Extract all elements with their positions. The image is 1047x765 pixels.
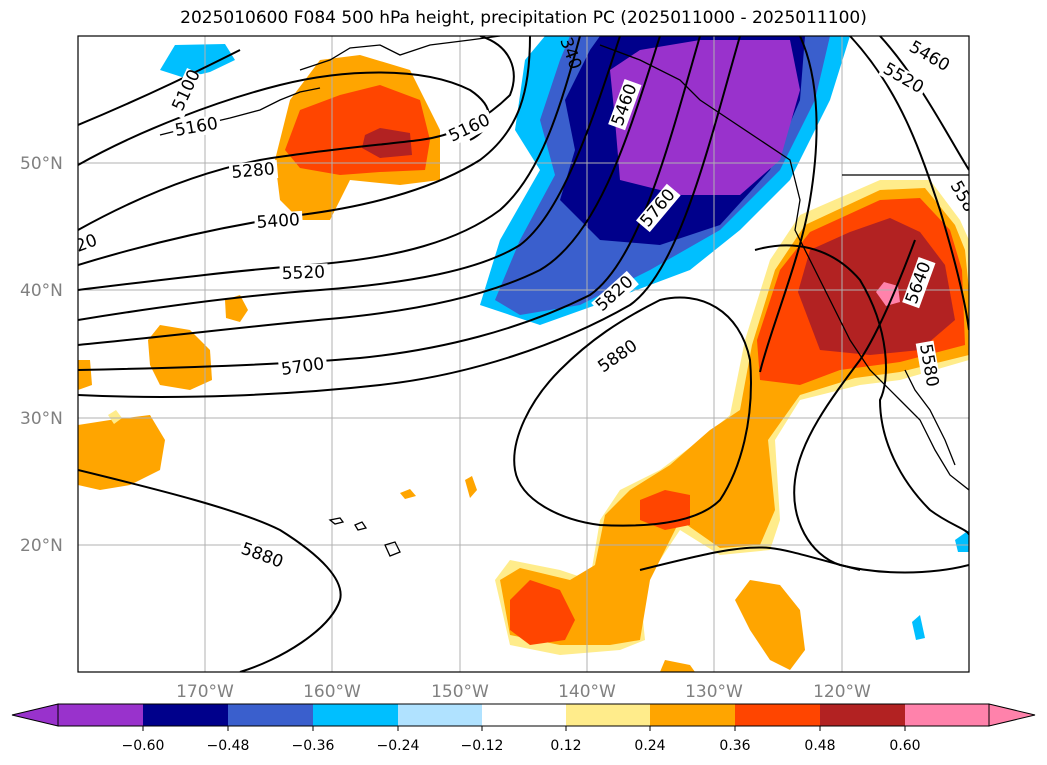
longitude-labels: 170°W 160°W 150°W 140°W 130°W 120°W (176, 682, 871, 702)
colorbar-tick-label: −0.24 (377, 738, 420, 754)
lon-label: 130°W (685, 682, 743, 702)
graticule (78, 36, 969, 672)
lat-label: 30°N (20, 409, 63, 429)
lat-label: 40°N (20, 281, 63, 301)
latitude-labels: 50°N 40°N 30°N 20°N (20, 154, 63, 556)
map-frame (77, 35, 970, 673)
colorbar-tick-label: 0.24 (634, 738, 665, 754)
contour-labels: 5100 5160 5160 5280 5400 5520 5700 5880 … (73, 36, 969, 572)
contour-label: 5280 (231, 159, 276, 183)
map-area: 5100 5160 5160 5280 5400 5520 5700 5880 … (73, 36, 969, 672)
lon-label: 160°W (303, 682, 361, 702)
lon-label: 140°W (558, 682, 616, 702)
positive-anomaly-region-atmospheric-river (495, 180, 969, 672)
height-contours (78, 36, 969, 672)
positive-anomaly-region-gulf-of-alaska (275, 55, 440, 220)
colorbar-tick-label: −0.12 (461, 738, 504, 754)
colorbar-tick-label: 0.36 (719, 738, 750, 754)
lon-label: 170°W (176, 682, 234, 702)
colorbar-tick-label: −0.60 (122, 738, 165, 754)
lat-label: 50°N (20, 154, 63, 174)
colorbar-tick-label: 0.48 (804, 738, 835, 754)
colorbar-tick-label: −0.36 (292, 738, 335, 754)
coastlines (159, 36, 969, 557)
contour-label: 20 (73, 231, 100, 257)
contour-label: 5400 (256, 210, 301, 233)
colorbar-tick-label: 0.12 (550, 738, 581, 754)
negative-anomaly-region (160, 36, 969, 640)
lon-label: 120°W (813, 682, 871, 702)
lon-label: 150°W (431, 682, 489, 702)
map-title: 2025010600 F084 500 hPa height, precipit… (180, 8, 867, 28)
colorbar-tick-label: −0.48 (207, 738, 250, 754)
positive-anomaly-region-west-pacific (78, 295, 477, 499)
colorbar-tick-label: 0.60 (889, 738, 920, 754)
colorbar-ticks (142, 726, 906, 731)
lat-label: 20°N (20, 536, 63, 556)
colorbar: −0.60 −0.48 −0.36 −0.24 −0.12 0.12 0.24 … (11, 703, 1036, 754)
contour-label: 5520 (281, 262, 325, 283)
